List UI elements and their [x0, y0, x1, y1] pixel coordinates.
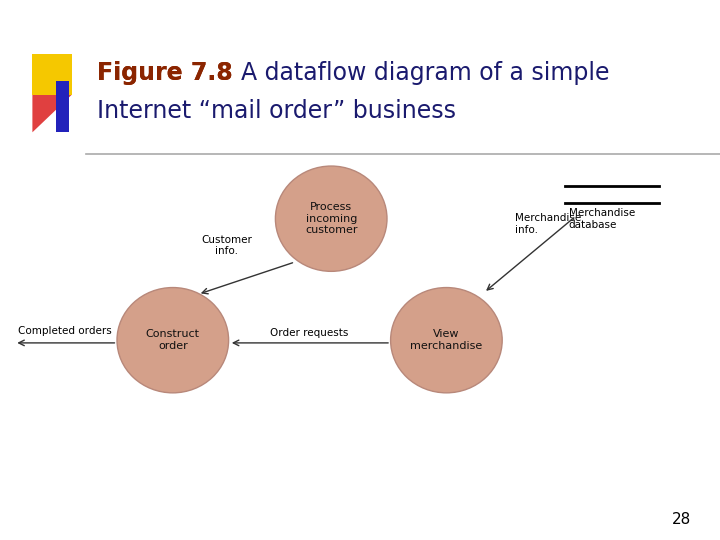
- Text: Completed orders: Completed orders: [18, 326, 112, 336]
- Text: A dataflow diagram of a simple: A dataflow diagram of a simple: [241, 61, 610, 85]
- Text: View
merchandise: View merchandise: [410, 329, 482, 351]
- Ellipse shape: [275, 166, 387, 271]
- Bar: [56, 81, 69, 132]
- Text: Internet “mail order” business: Internet “mail order” business: [97, 99, 456, 123]
- Text: Figure 7.8: Figure 7.8: [97, 61, 233, 85]
- Text: 28: 28: [672, 511, 691, 526]
- Text: Merchandise
info.: Merchandise info.: [515, 213, 581, 235]
- Bar: [32, 54, 72, 94]
- Text: Customer
info.: Customer info.: [202, 235, 252, 256]
- Text: Merchandise
database: Merchandise database: [569, 208, 635, 230]
- Ellipse shape: [117, 287, 228, 393]
- Text: Order requests: Order requests: [271, 327, 348, 338]
- Text: Process
incoming
customer: Process incoming customer: [305, 202, 357, 235]
- Text: Figure 7.8  A dataflow diagram of a simple: Figure 7.8 A dataflow diagram of a simpl…: [97, 61, 598, 85]
- Text: Construct
order: Construct order: [145, 329, 199, 351]
- Polygon shape: [32, 94, 72, 132]
- Ellipse shape: [390, 287, 503, 393]
- Text: Figure 7.8: Figure 7.8: [97, 61, 233, 85]
